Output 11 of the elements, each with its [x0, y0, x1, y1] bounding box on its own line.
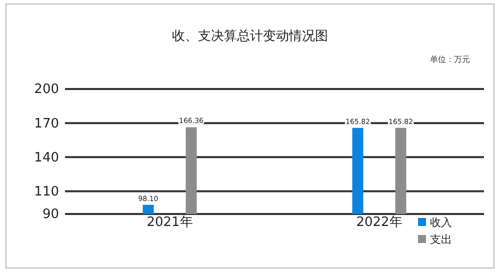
y-tick-label: 170 [34, 116, 59, 132]
x-tick-label: 2022年 [356, 215, 402, 230]
y-tick-label: 200 [34, 82, 59, 98]
y-tick-label: 90 [42, 207, 59, 222]
x-tick-label: 2021年 [146, 215, 193, 230]
chart-title: 收、支决算总计变动情况图 [172, 29, 328, 44]
legend-label: 收入 [430, 216, 452, 229]
legend-label: 支出 [430, 233, 452, 246]
text: 单位：万元 [430, 55, 470, 64]
y-tick-label: 140 [34, 150, 59, 166]
y-tick-label: 110 [34, 184, 59, 200]
